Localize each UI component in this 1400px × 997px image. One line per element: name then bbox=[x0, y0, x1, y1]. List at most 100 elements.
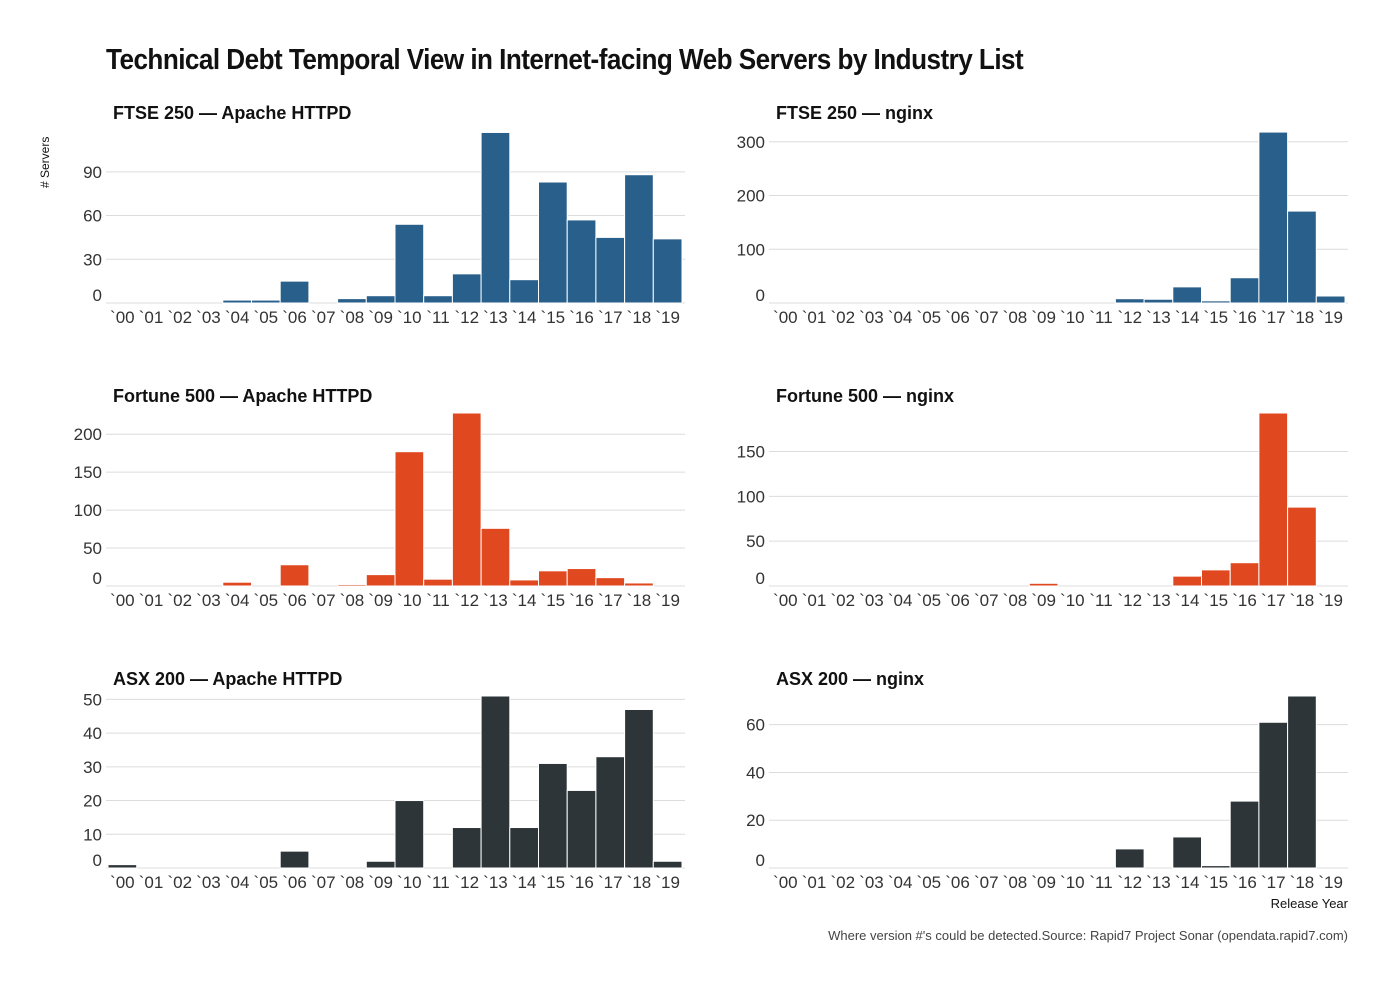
bar-18 bbox=[1287, 695, 1317, 869]
x-tick-label: `18 bbox=[1290, 591, 1315, 610]
x-tick-label: `05 bbox=[917, 591, 942, 610]
y-tick-label: 100 bbox=[737, 487, 765, 506]
bar-15 bbox=[1201, 865, 1231, 869]
x-tick-label: `08 bbox=[340, 873, 365, 892]
x-tick-label: `12 bbox=[454, 308, 479, 327]
bar-17 bbox=[1258, 131, 1289, 304]
x-tick-label: `17 bbox=[598, 308, 623, 327]
x-tick-label: `03 bbox=[859, 873, 884, 892]
x-tick-label: `01 bbox=[802, 591, 827, 610]
y-tick-label: 90 bbox=[83, 163, 102, 182]
bar-05 bbox=[251, 299, 281, 304]
x-tick-label: `18 bbox=[627, 591, 652, 610]
x-tick-label: `08 bbox=[340, 591, 365, 610]
x-tick-label: `07 bbox=[311, 308, 336, 327]
x-tick-label: `17 bbox=[1261, 591, 1286, 610]
y-tick-label: 0 bbox=[756, 569, 765, 588]
chart-title: Technical Debt Temporal View in Internet… bbox=[106, 44, 1024, 76]
x-tick-label: `08 bbox=[1003, 308, 1028, 327]
x-tick-label: `09 bbox=[368, 873, 393, 892]
x-tick-label: `05 bbox=[254, 308, 279, 327]
y-tick-label: 150 bbox=[74, 463, 102, 482]
y-tick-label: 100 bbox=[74, 501, 102, 520]
bar-15 bbox=[538, 762, 568, 869]
y-tick-label: 20 bbox=[746, 811, 765, 830]
bar-06 bbox=[279, 850, 310, 869]
bar-13 bbox=[480, 695, 511, 869]
y-tick-label: 40 bbox=[746, 763, 765, 782]
x-tick-label: `03 bbox=[196, 591, 221, 610]
x-tick-label: `19 bbox=[1318, 873, 1343, 892]
x-tick-label: `02 bbox=[167, 591, 192, 610]
bar-09 bbox=[1028, 582, 1059, 587]
panel-fortune-500-apache-httpd: Fortune 500 — Apache HTTPD 0 50 100 150 200 `0… bbox=[74, 386, 685, 610]
y-tick-label: 20 bbox=[83, 792, 102, 811]
x-tick-label: `10 bbox=[1060, 591, 1085, 610]
y-tick-label: 200 bbox=[74, 425, 102, 444]
bar-18 bbox=[624, 582, 654, 587]
bar-11 bbox=[423, 578, 453, 587]
panel-fortune-500-nginx: Fortune 500 — nginx 0 50 100 150 `00 `01 `02 `03… bbox=[737, 386, 1348, 610]
x-tick-label: `18 bbox=[1290, 308, 1315, 327]
bar-16 bbox=[1229, 800, 1260, 869]
x-tick-label: `18 bbox=[1290, 873, 1315, 892]
y-tick-label: 30 bbox=[83, 250, 102, 269]
bar-12 bbox=[1114, 298, 1145, 304]
x-tick-label: `00 bbox=[110, 873, 135, 892]
x-tick-label: `05 bbox=[254, 591, 279, 610]
y-tick-label: 150 bbox=[737, 443, 765, 462]
x-tick-label: `09 bbox=[1031, 308, 1056, 327]
x-tick-label: `10 bbox=[1060, 308, 1085, 327]
bar-18 bbox=[1287, 210, 1317, 304]
bar-18 bbox=[624, 708, 654, 869]
x-tick-label: `02 bbox=[830, 308, 855, 327]
panel-title: FTSE 250 — nginx bbox=[776, 103, 933, 123]
x-tick-label: `15 bbox=[541, 873, 566, 892]
bar-10 bbox=[394, 223, 425, 304]
x-tick-label: `10 bbox=[397, 873, 422, 892]
chart-caption: Where version #'s could be detected.Sour… bbox=[828, 928, 1348, 943]
x-tick-label: `15 bbox=[1204, 308, 1229, 327]
x-tick-label: `04 bbox=[888, 308, 913, 327]
x-tick-label: `12 bbox=[1117, 308, 1142, 327]
x-tick-label: `08 bbox=[1003, 873, 1028, 892]
x-tick-label: `11 bbox=[1089, 873, 1112, 892]
bar-14 bbox=[509, 827, 539, 869]
x-tick-label: `00 bbox=[110, 591, 135, 610]
x-tick-label: `02 bbox=[830, 873, 855, 892]
x-tick-label: `16 bbox=[569, 591, 594, 610]
x-tick-label: `16 bbox=[1232, 873, 1257, 892]
y-tick-label: 50 bbox=[83, 539, 102, 558]
x-tick-label: `02 bbox=[167, 873, 192, 892]
x-tick-label: `00 bbox=[773, 873, 798, 892]
bar-14 bbox=[1172, 836, 1203, 869]
x-tick-label: `11 bbox=[426, 591, 449, 610]
x-tick-label: `14 bbox=[512, 873, 537, 892]
x-tick-label: `04 bbox=[225, 873, 250, 892]
bar-12 bbox=[1114, 848, 1145, 869]
x-tick-label: `15 bbox=[541, 308, 566, 327]
x-tick-label: `03 bbox=[196, 873, 221, 892]
x-tick-label: `11 bbox=[426, 873, 449, 892]
panel-title: ASX 200 — Apache HTTPD bbox=[113, 669, 342, 689]
x-tick-label: `15 bbox=[1204, 591, 1229, 610]
bar-15 bbox=[1201, 569, 1231, 587]
x-tick-label: `13 bbox=[1146, 591, 1171, 610]
x-tick-label: `19 bbox=[655, 873, 680, 892]
x-tick-label: `09 bbox=[1031, 591, 1056, 610]
y-tick-label: 10 bbox=[83, 825, 102, 844]
bar-17 bbox=[1258, 721, 1289, 869]
x-tick-label: `16 bbox=[569, 308, 594, 327]
x-tick-label: `07 bbox=[311, 873, 336, 892]
bar-11 bbox=[423, 295, 453, 304]
x-tick-label: `18 bbox=[627, 308, 652, 327]
x-tick-label: `19 bbox=[1318, 308, 1343, 327]
bar-06 bbox=[279, 280, 310, 304]
bar-08 bbox=[337, 583, 367, 587]
x-tick-label: `13 bbox=[483, 591, 508, 610]
y-tick-label: 30 bbox=[83, 758, 102, 777]
x-tick-label: `07 bbox=[974, 873, 999, 892]
x-tick-label: `00 bbox=[110, 308, 135, 327]
x-tick-label: `07 bbox=[974, 591, 999, 610]
x-tick-label: `16 bbox=[1232, 591, 1257, 610]
